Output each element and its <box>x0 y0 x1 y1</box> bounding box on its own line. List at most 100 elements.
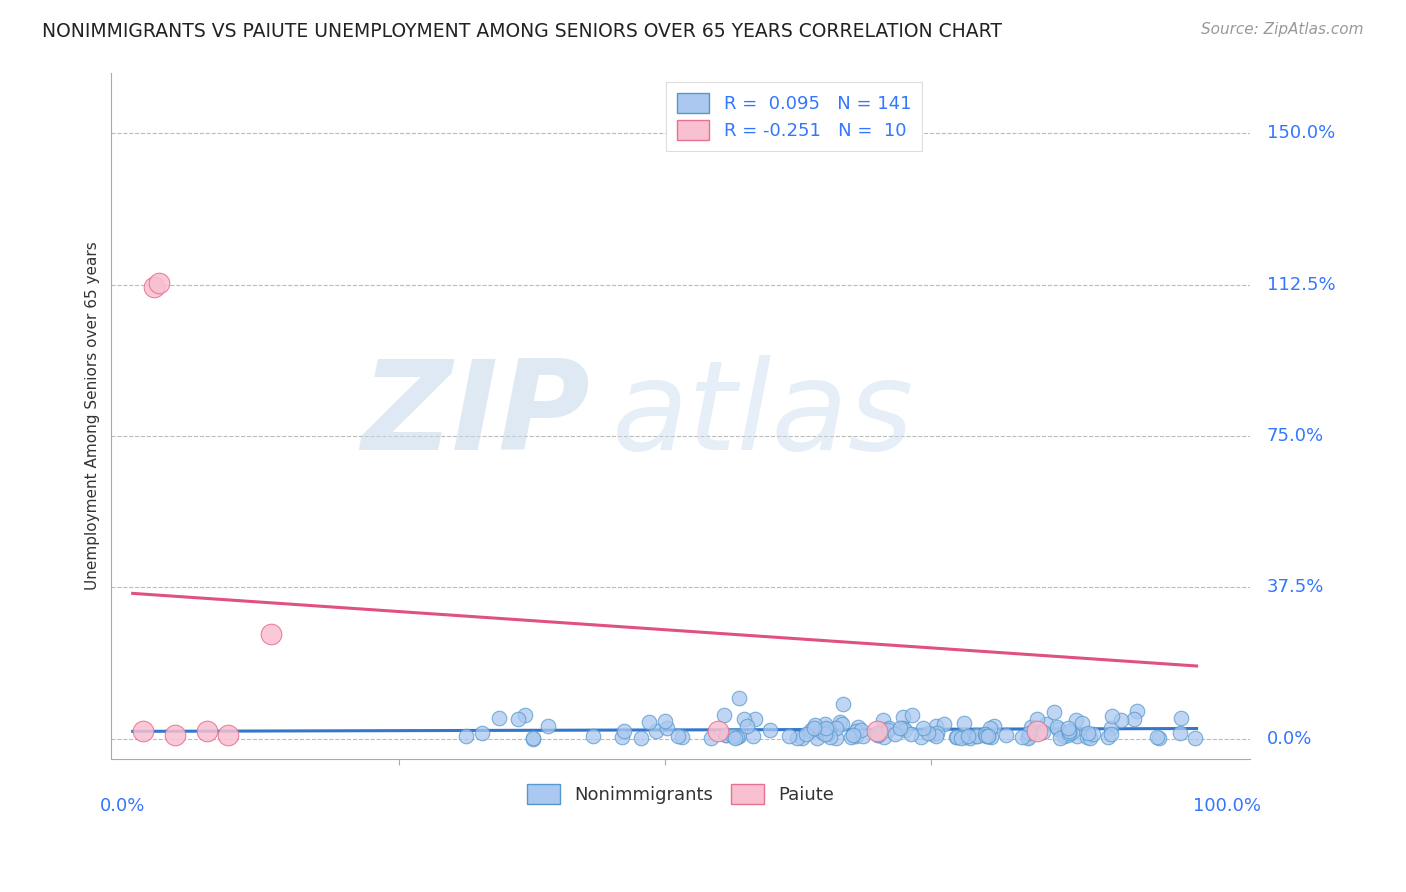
Point <box>934 717 956 731</box>
Point <box>638 715 661 730</box>
Point <box>877 721 900 735</box>
Point <box>260 626 283 640</box>
Point <box>1057 728 1080 742</box>
Point <box>148 276 170 290</box>
Point <box>849 723 872 737</box>
Point <box>866 723 889 738</box>
Point <box>806 731 828 745</box>
Point <box>537 719 560 733</box>
Point <box>1109 713 1132 727</box>
Point <box>901 707 924 722</box>
Point <box>900 727 922 741</box>
Text: atlas: atlas <box>612 355 914 476</box>
Point <box>846 720 869 734</box>
Point <box>1018 726 1040 740</box>
Text: 150.0%: 150.0% <box>1267 125 1336 143</box>
Point <box>845 723 868 738</box>
Point <box>877 723 900 737</box>
Y-axis label: Unemployment Among Seniors over 65 years: Unemployment Among Seniors over 65 years <box>86 242 100 591</box>
Point <box>792 731 814 746</box>
Point <box>952 716 974 731</box>
Point <box>744 713 766 727</box>
Point <box>613 724 636 739</box>
Text: ZIP: ZIP <box>361 355 589 476</box>
Point <box>1043 705 1066 719</box>
Point <box>725 730 748 744</box>
Point <box>966 729 988 743</box>
Point <box>825 721 848 735</box>
Point <box>866 726 889 740</box>
Point <box>1149 731 1171 745</box>
Point <box>1026 712 1049 726</box>
Point <box>778 730 800 744</box>
Point <box>143 280 166 294</box>
Point <box>925 729 948 743</box>
Point <box>1047 722 1070 736</box>
Point <box>973 727 995 741</box>
Point <box>657 721 679 735</box>
Point <box>1083 727 1105 741</box>
Point <box>866 728 889 742</box>
Point <box>980 730 1002 744</box>
Point <box>872 722 894 736</box>
Point <box>217 728 239 742</box>
Point <box>810 725 832 739</box>
Point <box>974 727 997 741</box>
Point <box>815 723 838 737</box>
Point <box>513 707 536 722</box>
Point <box>894 723 917 737</box>
Point <box>927 726 949 740</box>
Point <box>883 727 905 741</box>
Point <box>976 729 998 743</box>
Point <box>1122 712 1144 726</box>
Point <box>977 729 1000 743</box>
Point <box>872 713 894 727</box>
Point <box>803 721 825 735</box>
Point <box>666 730 689 744</box>
Point <box>966 729 988 743</box>
Point <box>977 729 1000 743</box>
Point <box>841 728 863 742</box>
Point <box>814 721 837 735</box>
Point <box>1064 713 1087 727</box>
Point <box>488 711 510 725</box>
Point <box>1052 729 1074 743</box>
Point <box>721 730 744 744</box>
Point <box>1184 731 1206 745</box>
Point <box>728 730 751 744</box>
Point <box>956 729 979 743</box>
Point <box>950 729 973 743</box>
Point <box>742 730 765 744</box>
Point <box>165 728 187 742</box>
Point <box>832 697 855 711</box>
Point <box>959 731 981 745</box>
Point <box>889 722 911 736</box>
Point <box>1125 704 1147 718</box>
Text: 0.0%: 0.0% <box>1267 730 1312 747</box>
Legend: Nonimmigrants, Paiute: Nonimmigrants, Paiute <box>520 777 841 812</box>
Point <box>522 731 544 746</box>
Text: NONIMMIGRANTS VS PAIUTE UNEMPLOYMENT AMONG SENIORS OVER 65 YEARS CORRELATION CHA: NONIMMIGRANTS VS PAIUTE UNEMPLOYMENT AMO… <box>42 22 1002 41</box>
Point <box>1035 717 1057 731</box>
Point <box>995 727 1018 741</box>
Point <box>707 723 730 738</box>
Point <box>1057 722 1080 736</box>
Point <box>814 716 837 731</box>
Point <box>983 719 1005 733</box>
Point <box>132 723 155 738</box>
Point <box>1019 720 1042 734</box>
Point <box>699 731 721 746</box>
Point <box>630 731 652 745</box>
Point <box>794 727 817 741</box>
Point <box>654 714 676 728</box>
Point <box>1011 730 1033 744</box>
Point <box>953 730 976 744</box>
Point <box>1057 724 1080 739</box>
Point <box>522 731 544 746</box>
Point <box>714 728 737 742</box>
Point <box>724 731 747 746</box>
Point <box>917 726 939 740</box>
Point <box>713 707 735 722</box>
Point <box>610 731 633 745</box>
Point <box>582 730 605 744</box>
